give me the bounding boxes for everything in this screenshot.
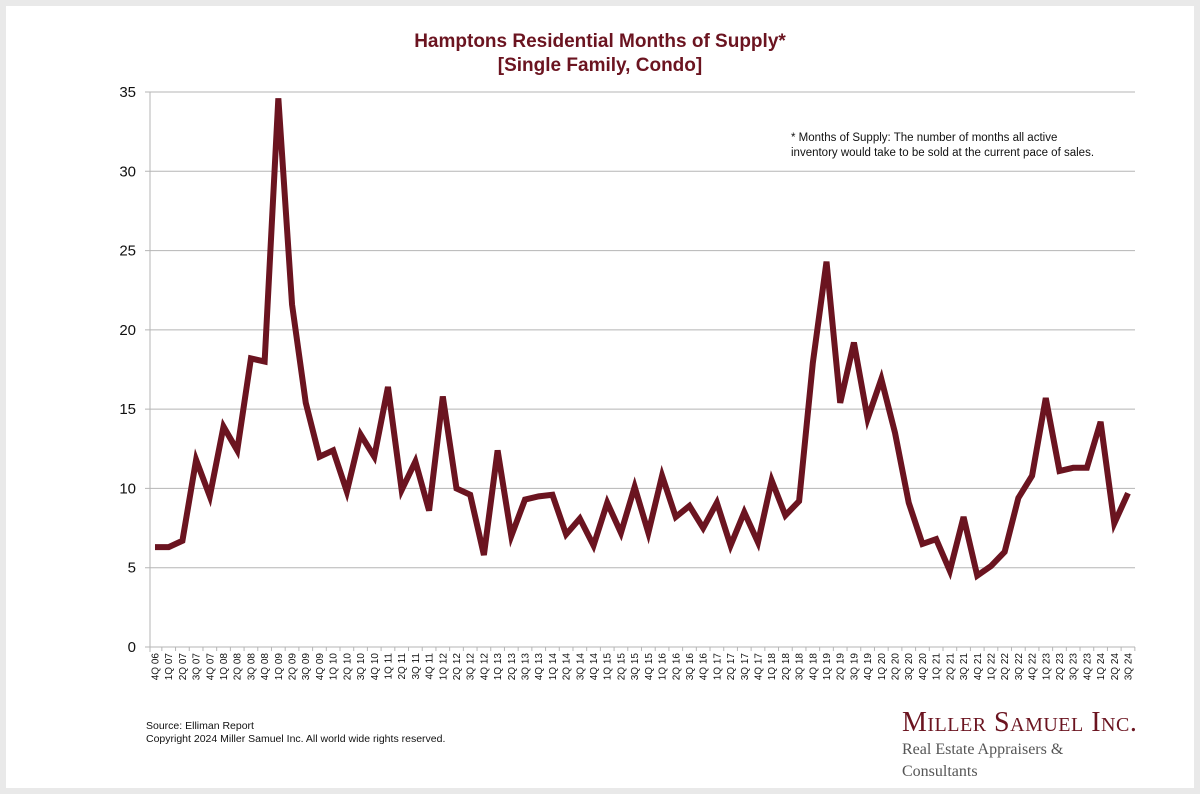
- copyright-text: Copyright 2024 Miller Samuel Inc. All wo…: [146, 733, 446, 745]
- x-tick-label: 3Q 08: [246, 653, 257, 681]
- x-tick-label: 2Q 14: [562, 653, 573, 681]
- y-tick-label: 20: [119, 322, 136, 339]
- x-tick-label: 3Q 16: [685, 653, 696, 681]
- x-tick-label: 2Q 21: [945, 653, 956, 681]
- x-tick-label: 4Q 16: [699, 653, 710, 681]
- x-tick-label: 1Q 15: [603, 653, 614, 681]
- x-tick-label: 2Q 09: [288, 653, 299, 681]
- chart-title-block: Hamptons Residential Months of Supply* […: [0, 30, 1200, 78]
- logo-tagline: Real Estate Appraisers & Consultants: [902, 741, 1064, 780]
- x-tick-label: 1Q 23: [1041, 653, 1052, 681]
- x-tick-label: 2Q 16: [671, 653, 682, 681]
- chart-subtitle: [Single Family, Condo]: [497, 55, 703, 76]
- annotation-line-2: inventory would take to be sold at the c…: [791, 147, 1095, 159]
- x-tick-label: 4Q 10: [370, 653, 381, 681]
- x-tick-label: 2Q 11: [397, 653, 408, 680]
- x-tick-label: 2Q 08: [233, 653, 244, 681]
- x-tick-label: 1Q 07: [164, 653, 175, 681]
- x-tick-label: 3Q 07: [192, 653, 203, 681]
- x-tick-label: 1Q 22: [986, 653, 997, 681]
- chart-annotation: * Months of Supply: The number of months…: [791, 131, 1094, 161]
- x-tick-label: 1Q 21: [932, 653, 943, 681]
- y-tick-label: 25: [119, 243, 136, 260]
- x-tick-label: 3Q 21: [959, 653, 970, 681]
- x-tick-label: 1Q 17: [712, 653, 723, 681]
- x-tick-label: 1Q 14: [548, 653, 559, 681]
- chart-card: [6, 6, 1194, 788]
- source-text: Source: Elliman Report: [146, 720, 254, 732]
- x-tick-label: 2Q 12: [452, 653, 463, 681]
- source-footer: Source: Elliman Report Copyright 2024 Mi…: [146, 720, 445, 746]
- x-tick-label: 3Q 10: [356, 653, 367, 681]
- y-tick-label: 5: [128, 560, 136, 577]
- x-tick-label: 4Q 22: [1028, 653, 1039, 681]
- x-tick-label: 3Q 13: [521, 653, 532, 681]
- y-tick-label: 35: [119, 84, 136, 101]
- annotation-line-1: * Months of Supply: The number of months…: [791, 132, 1058, 144]
- x-axis-ticks: 4Q 06 1Q 07 2Q 07 3Q 07 4Q 07 1Q 08 2Q 08 3Q 08…: [151, 647, 1136, 681]
- x-tick-label: 4Q 21: [973, 653, 984, 681]
- x-tick-label: 3Q 20: [904, 653, 915, 681]
- x-tick-label: 3Q 23: [1069, 653, 1080, 681]
- y-tick-label: 15: [119, 401, 136, 418]
- x-tick-label: 1Q 24: [1096, 653, 1107, 681]
- x-tick-label: 1Q 11: [383, 653, 394, 680]
- x-tick-label: 2Q 18: [781, 653, 792, 681]
- x-tick-label: 4Q 11: [425, 653, 436, 680]
- x-tick-label: 2Q 13: [507, 653, 518, 681]
- data-points: [154, 98, 1129, 576]
- x-tick-label: 4Q 15: [644, 653, 655, 681]
- x-tick-label: 4Q 20: [918, 653, 929, 681]
- x-tick-label: 1Q 16: [658, 653, 669, 681]
- series-line-months-of-supply: [155, 98, 1131, 581]
- x-tick-label: 4Q 19: [863, 653, 874, 681]
- x-tick-label: 4Q 06: [151, 653, 162, 681]
- x-tick-label: 2Q 23: [1055, 653, 1066, 681]
- x-tick-label: 4Q 18: [808, 653, 819, 681]
- x-tick-label: 3Q 17: [740, 653, 751, 681]
- x-tick-label: 4Q 13: [534, 653, 545, 681]
- x-tick-label: 2Q 20: [891, 653, 902, 681]
- x-tick-label: 2Q 17: [726, 653, 737, 681]
- x-tick-label: 1Q 20: [877, 653, 888, 681]
- gridlines: [145, 91, 1135, 648]
- x-tick-label: 1Q 18: [767, 653, 778, 681]
- x-tick-label: 3Q 14: [575, 653, 586, 681]
- x-tick-label: 2Q 07: [178, 653, 189, 681]
- x-tick-label: 3Q 09: [301, 653, 312, 681]
- x-tick-label: 4Q 07: [205, 653, 216, 681]
- x-tick-label: 3Q 11: [411, 653, 422, 680]
- x-tick-label: 4Q 12: [479, 653, 490, 681]
- x-tick-label: 2Q 22: [1000, 653, 1011, 681]
- x-tick-label: 1Q 09: [274, 653, 285, 681]
- x-tick-label: 1Q 08: [219, 653, 230, 681]
- x-tick-label: 1Q 13: [493, 653, 504, 681]
- x-tick-label: 4Q 23: [1082, 653, 1093, 681]
- x-tick-label: 3Q 22: [1014, 653, 1025, 681]
- x-tick-label: 2Q 15: [616, 653, 627, 681]
- x-tick-label: 3Q 24: [1124, 653, 1135, 681]
- x-tick-label: 2Q 10: [342, 653, 353, 681]
- x-tick-label: 4Q 17: [753, 653, 764, 681]
- x-tick-label: 3Q 18: [795, 653, 806, 681]
- x-tick-label: 1Q 12: [438, 653, 449, 681]
- logo-name: Miller Samuel Inc.: [902, 707, 1138, 738]
- company-logo: Miller Samuel Inc. Real Estate Appraiser…: [902, 707, 1142, 783]
- x-tick-label: 4Q 09: [315, 653, 326, 681]
- x-tick-label: 4Q 08: [260, 653, 271, 681]
- x-tick-label: 3Q 12: [466, 653, 477, 681]
- y-tick-label: 30: [119, 163, 136, 180]
- x-tick-label: 1Q 10: [329, 653, 340, 681]
- chart-title: Hamptons Residential Months of Supply*: [414, 31, 786, 52]
- x-tick-label: 3Q 19: [849, 653, 860, 681]
- x-tick-label: 1Q 19: [822, 653, 833, 681]
- y-tick-label: 10: [119, 480, 136, 497]
- y-axis-ticks: 0 5 10 15 20 25 30 35: [119, 84, 136, 656]
- x-tick-label: 3Q 15: [630, 653, 641, 681]
- x-tick-label: 4Q 14: [589, 653, 600, 681]
- y-tick-label: 0: [128, 639, 136, 656]
- x-tick-label: 2Q 19: [836, 653, 847, 681]
- x-tick-label: 2Q 24: [1110, 653, 1121, 681]
